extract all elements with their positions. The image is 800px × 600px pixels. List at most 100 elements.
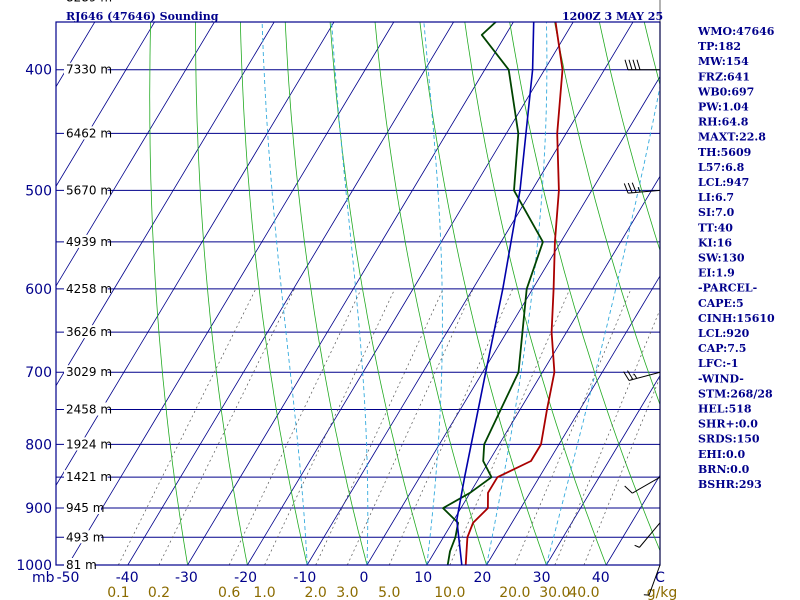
isotherm-line (67, 22, 395, 565)
wind-barb-flag (623, 371, 630, 381)
height-label-background (64, 501, 101, 515)
wind-barb-staff (639, 522, 661, 548)
mixing-ratio-line (347, 288, 474, 565)
height-label: 493 m (66, 530, 104, 544)
temperature-tick-label: 0 (360, 570, 369, 586)
isotherm-line (187, 22, 514, 565)
mixing-ratio-line (118, 288, 257, 565)
pressure-unit-label: mb (32, 570, 55, 586)
mixing-ratio-line (264, 288, 396, 565)
moist-adiabat-line (331, 22, 369, 565)
index-value: -WIND- (698, 372, 744, 385)
index-value: PW:1.04 (698, 101, 749, 114)
height-label: 3029 m (66, 365, 112, 379)
dry-adiabat-line (374, 22, 487, 565)
pressure-tick-label: 800 (25, 437, 52, 453)
sounding-series (442, 22, 564, 565)
temperature-tick-label: -30 (175, 570, 198, 586)
height-label: 81 m (66, 558, 97, 572)
wind-barb-staff (628, 189, 661, 194)
temperature-tick-label: 30 (533, 570, 551, 586)
index-value: BRN:0.0 (698, 463, 750, 476)
height-label-background (64, 183, 108, 197)
height-label-background (64, 62, 108, 76)
wind-barb-flag (624, 485, 633, 494)
mixing-ratio-tick-label: 3.0 (336, 585, 358, 600)
index-value: MAXT:22.8 (698, 131, 766, 144)
temperature-line (464, 22, 564, 565)
isotherm-line (247, 22, 574, 565)
index-value: SW:130 (698, 252, 745, 265)
dry-adiabat-line (149, 22, 188, 565)
wind-barb-flag (627, 182, 633, 193)
index-value: LCL:947 (698, 176, 749, 189)
index-value: WMO:47646 (697, 25, 775, 38)
moist-adiabat-line (423, 22, 443, 565)
mixing-ratio-tick-label: 40.0 (568, 585, 599, 600)
pressure-tick-label: 500 (25, 183, 52, 199)
mixing-ratio-tick-label: 5.0 (378, 585, 400, 600)
isotherm-line (127, 22, 455, 565)
dry-adiabat-line (599, 22, 660, 252)
index-value: LI:6.7 (698, 191, 734, 204)
isotherm-line (306, 22, 634, 565)
dry-adiabat-line (554, 22, 660, 406)
wind-barb (623, 370, 661, 381)
index-value: LFC:-1 (698, 357, 739, 370)
dry-adiabat-line (329, 22, 428, 565)
index-value: HEL:518 (698, 403, 752, 416)
mixing-ratio-unit-label: g/kg (647, 585, 678, 600)
parcel-line (456, 22, 535, 565)
height-label-background (64, 530, 101, 544)
height-label: 1924 m (66, 437, 112, 451)
wind-barb-flag (627, 370, 634, 380)
dewpoint-line (442, 22, 544, 565)
wind-barb-staff (648, 564, 661, 596)
dry-adiabat-line (509, 22, 660, 552)
pressure-tick-label: 900 (25, 501, 52, 517)
index-value: SHR+:0.0 (698, 418, 758, 431)
mixing-ratio-tick-label: 0.2 (148, 585, 170, 600)
height-label: 4258 m (66, 282, 112, 296)
height-label-background (64, 325, 108, 339)
mixing-ratio-line (315, 288, 444, 565)
wind-barb-flag (632, 59, 637, 70)
moist-adiabat-line (545, 84, 660, 565)
index-value: MW:154 (698, 55, 749, 68)
temperature-tick-label: -40 (116, 570, 139, 586)
temperature-tick-label: -20 (234, 570, 257, 586)
temperature-tick-label: -50 (57, 570, 80, 586)
temperature-tick-label: 40 (592, 570, 610, 586)
isotherm-line (56, 22, 335, 487)
isotherm-line (426, 175, 660, 565)
index-value: LCL:920 (698, 327, 750, 340)
index-value: FRZ:641 (698, 70, 750, 83)
temperature-tick-label: 10 (414, 570, 432, 586)
isotherm-line (56, 22, 275, 387)
height-label: 1421 m (66, 470, 112, 484)
mixing-ratio-tick-label: 30.0 (539, 585, 570, 600)
index-value: L57:6.8 (698, 161, 745, 174)
mixing-ratio-line (449, 288, 571, 565)
height-label-background (64, 470, 108, 484)
height-label-background (64, 402, 108, 416)
index-value: TH:5609 (698, 146, 751, 159)
wind-barb-flag (624, 59, 629, 70)
axis-labels: 100200300400500600700800900100016280 m13… (16, 0, 677, 600)
dry-adiabat-line (419, 22, 547, 565)
mixing-ratio-line (158, 288, 295, 565)
height-label: 945 m (66, 501, 104, 515)
mixing-ratio-line (228, 288, 362, 565)
wind-barbs (623, 0, 661, 596)
pressure-tick-label: 400 (25, 63, 52, 79)
height-label-background (64, 126, 108, 140)
dry-adiabat-line (284, 22, 368, 565)
wind-barb-flag (628, 59, 633, 70)
wind-barb-flag (636, 59, 641, 70)
observation-time: 1200Z 3 MAY 25 (562, 10, 663, 23)
index-value: TP:182 (698, 40, 741, 53)
indices-panel: WMO:47646 TP:182 MW:154 FRZ:641 WB0:697 PW:1.… (697, 25, 775, 491)
height-label: 5670 m (66, 183, 112, 197)
